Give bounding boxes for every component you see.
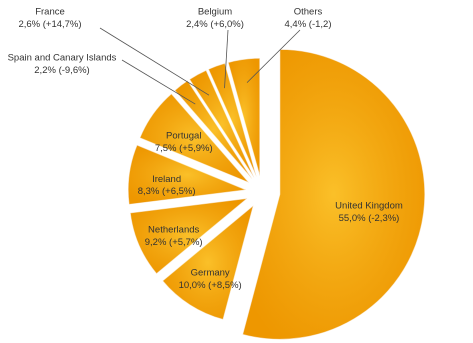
- slice-value: 2,4% (+6,0%): [186, 19, 244, 30]
- change-label: (+6,5%): [162, 186, 196, 197]
- value-label: 55,0%: [339, 212, 366, 223]
- slice-label: United Kingdom: [335, 200, 403, 211]
- slice-value: 2,2% (-9,6%): [34, 65, 89, 76]
- leader-line: [99, 27, 210, 96]
- slice-label: Portugal: [166, 130, 201, 141]
- slice-label: Netherlands: [148, 225, 199, 236]
- value-label: 2,4%: [186, 19, 208, 30]
- leader-line: [121, 59, 196, 105]
- slice-value: 4,4% (-1,2): [285, 19, 332, 30]
- change-label: (-2,3%): [368, 212, 399, 223]
- slice-label: Belgium: [198, 7, 232, 18]
- change-label: (-1,2): [309, 19, 332, 30]
- slice-label: France: [35, 7, 65, 18]
- slice-value: 8,3% (+6,5%): [138, 186, 196, 197]
- change-label: (+5,9%): [179, 142, 213, 153]
- change-label: (+6,0%): [210, 19, 244, 30]
- value-label: 4,4%: [285, 19, 307, 30]
- change-label: (+14,7%): [43, 19, 82, 30]
- pie-slice: [241, 48, 426, 340]
- slice-label: Ireland: [152, 174, 181, 185]
- value-label: 8,3%: [138, 186, 160, 197]
- change-label: (-9,6%): [59, 65, 90, 76]
- value-label: 10,0%: [179, 280, 206, 291]
- value-label: 7,5%: [155, 142, 177, 153]
- slice-value: 7,5% (+5,9%): [155, 142, 213, 153]
- slice-label: Germany: [191, 268, 230, 279]
- value-label: 9,2%: [145, 237, 167, 248]
- slice-value: 9,2% (+5,7%): [145, 237, 203, 248]
- slice-value: 2,6% (+14,7%): [18, 19, 81, 30]
- slice-label: Spain and Canary Islands: [8, 53, 117, 64]
- slice-value: 55,0% (-2,3%): [339, 212, 400, 223]
- leader-line: [224, 29, 229, 89]
- value-label: 2,6%: [18, 19, 40, 30]
- leader-line: [246, 29, 301, 83]
- change-label: (+5,7%): [169, 237, 203, 248]
- value-label: 2,2%: [34, 65, 56, 76]
- change-label: (+8,5%): [208, 280, 242, 291]
- slice-label: Others: [294, 7, 323, 18]
- slice-value: 10,0% (+8,5%): [179, 280, 242, 291]
